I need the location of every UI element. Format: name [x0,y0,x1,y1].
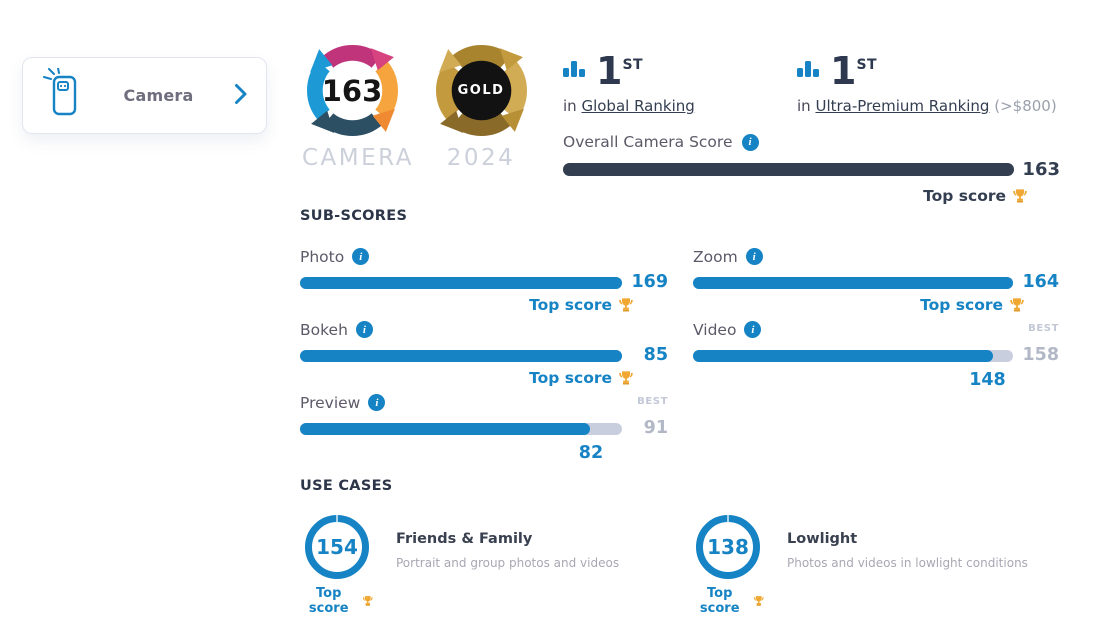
overall-score-value: 163 [1022,159,1060,180]
subscore-row-photo: Photo 169 Top score [300,248,668,314]
friends-family-score-ring: 154 [305,515,369,579]
photo-label: Photo [300,248,345,266]
global-ranking-link[interactable]: Global Ranking [581,97,695,116]
overall-top-score-label: Top score [923,187,1006,205]
camera-logo-badge: 163 [304,42,401,139]
video-label: Video [693,321,737,339]
global-ranking: 1 ST in Global Ranking [563,49,695,116]
ultra-premium-price-note: (>$800) [994,97,1057,116]
subscore-row-bokeh: Bokeh 85 Top score [300,321,668,387]
subscores-heading: SUB-SCORES [300,208,408,224]
subscore-row-zoom: Zoom 164 Top score [693,248,1059,314]
ultra-premium-ranking-link[interactable]: Ultra-Premium Ranking [815,97,990,116]
camera-score-logo: 163 CAMERA [302,42,414,171]
info-icon[interactable] [741,134,759,151]
friends-family-name: Friends & Family [396,531,533,547]
preview-score-value: 82 [578,443,604,463]
gold-award-label: GOLD [457,83,505,98]
bokeh-score-value: 85 [643,345,668,366]
friends-family-top-score-label: Top score [308,586,349,616]
photo-score-bar [300,277,622,289]
info-icon[interactable] [368,394,386,411]
camera-card-label: Camera [123,86,194,105]
bokeh-label: Bokeh [300,321,348,339]
video-score-bar [693,350,1013,362]
phone-camera-icon [41,66,83,124]
global-rank-suffix: ST [622,57,644,73]
ultra-premium-ranking: 1 ST in Ultra-Premium Ranking (>$800) [797,49,1057,116]
overall-camera-score: Overall Camera Score 163 Top score [563,133,1060,205]
preview-best-label: BEST [637,396,668,407]
lowlight-score-value: 138 [707,535,749,559]
info-icon[interactable] [744,321,762,338]
logo-caption: CAMERA [302,145,414,171]
gold-award: GOLD 2024 [431,42,531,171]
lowlight-score-ring: 138 [696,515,760,579]
trophy-icon [1010,297,1024,312]
info-icon[interactable] [745,248,763,265]
zoom-score-bar [693,277,1013,289]
zoom-score-value: 164 [1022,272,1059,293]
gold-award-badge: GOLD [433,42,530,139]
overall-score-bar [563,163,1014,176]
lowlight-name: Lowlight [787,531,858,547]
chevron-right-icon[interactable] [234,83,248,109]
video-best-label: BEST [1028,323,1059,334]
overall-score-in-logo: 163 [321,73,383,108]
global-rank-number: 1 [596,49,623,93]
subscore-row-video: Video BEST 158 148 [693,321,1059,390]
lowlight-top-score-label: Top score [699,586,740,616]
preview-label: Preview [300,394,361,412]
lowlight-description: Photos and videos in lowlight conditions [787,556,1028,570]
friends-family-score-value: 154 [316,535,358,559]
camera-section-card[interactable]: Camera [22,57,267,134]
video-score-value: 148 [969,370,1006,390]
trophy-icon [754,596,765,606]
ranking-bars-icon [563,58,587,84]
info-icon[interactable] [355,321,373,338]
use-case-friends-family: 154 Top score Friends & Family Portrait … [300,512,619,616]
trophy-icon [619,297,633,312]
trophy-icon [363,596,374,606]
photo-top-score-label: Top score [529,295,612,314]
use-case-lowlight: 138 Top score Lowlight Photos and videos… [691,512,1028,616]
trophy-icon [619,370,633,385]
preview-best-value: 91 [643,418,668,439]
photo-score-value: 169 [631,272,668,293]
bokeh-score-bar [300,350,622,362]
friends-family-description: Portrait and group photos and videos [396,556,620,570]
preview-score-bar [300,423,622,435]
zoom-label: Zoom [693,248,738,266]
ultra-premium-rank-suffix: ST [856,57,878,73]
ultra-premium-rank-prefix: in [797,97,811,116]
gold-award-year: 2024 [446,145,516,171]
subscores-left-column: Photo 169 Top score Bokeh 85 Top score [300,248,668,467]
bokeh-top-score-label: Top score [529,368,612,387]
trophy-icon [1013,189,1027,203]
ranking-bars-icon [797,58,821,84]
subscore-row-preview: Preview BEST 91 82 [300,394,668,463]
info-icon[interactable] [352,248,370,265]
overall-score-label: Overall Camera Score [563,133,733,151]
zoom-top-score-label: Top score [920,295,1003,314]
subscores-right-column: Zoom 164 Top score Video BEST 158 148 [693,248,1059,394]
video-best-value: 158 [1022,345,1059,366]
use-cases-heading: USE CASES [300,478,393,494]
ultra-premium-rank-number: 1 [830,49,857,93]
global-rank-prefix: in [563,97,577,116]
